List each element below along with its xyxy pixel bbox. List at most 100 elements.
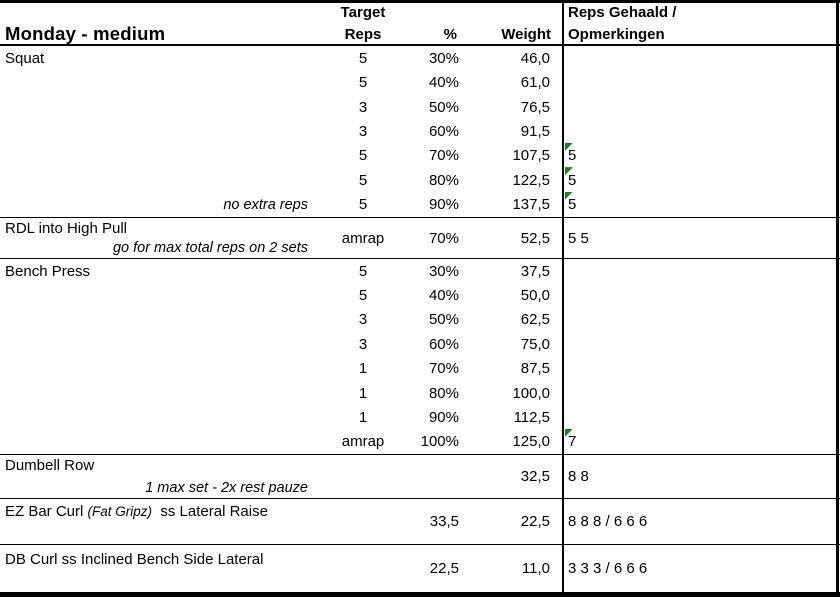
cell-target-reps[interactable] [310, 469, 416, 484]
cell-percent[interactable]: 70% [428, 147, 459, 165]
cell-target-reps[interactable]: 5 [358, 74, 368, 92]
cell-percent[interactable] [416, 469, 462, 484]
cell-target-reps[interactable]: 1 [358, 408, 368, 426]
cell-weight[interactable]: 137,5 [512, 196, 550, 214]
cell-weight[interactable]: 75,0 [520, 335, 550, 353]
cell-weight[interactable]: 91,5 [520, 122, 550, 140]
cell-weight[interactable]: 32,5 [520, 468, 550, 485]
cell-percent[interactable]: 50% [428, 98, 459, 116]
cell-percent[interactable]: 30% [428, 262, 459, 280]
cell-exercise-name[interactable] [0, 173, 310, 188]
cell-percent[interactable]: 60% [428, 122, 459, 140]
cell-reps-achieved[interactable] [563, 308, 840, 332]
cell-reps-achieved[interactable] [563, 95, 840, 119]
cell-target-reps[interactable] [310, 514, 416, 529]
cell-exercise-name[interactable] [0, 434, 310, 449]
cell-percent[interactable]: 70% [428, 229, 459, 247]
cell-exercise-name[interactable] [0, 75, 310, 90]
cell-weight[interactable]: 46,0 [520, 49, 550, 67]
cell-weight[interactable]: 52,5 [520, 229, 550, 247]
cell-target-reps[interactable]: 5 [358, 262, 368, 280]
reps-column-divider [562, 0, 564, 592]
cell-weight[interactable]: 122,5 [512, 171, 550, 189]
cell-percent[interactable]: 33,5 [429, 513, 459, 530]
cell-reps-achieved[interactable]: 5 [563, 167, 840, 192]
cell-percent[interactable]: 90% [428, 196, 459, 214]
cell-exercise-name[interactable] [0, 148, 310, 163]
cell-percent[interactable]: 50% [428, 311, 459, 329]
cell-weight[interactable]: 22,5 [520, 513, 550, 530]
cell-percent[interactable]: 60% [428, 335, 459, 353]
cell-exercise-name[interactable]: DB Curl ss Inclined Bench Side Lateral [0, 545, 310, 568]
cell-reps-achieved[interactable] [563, 405, 840, 429]
cell-exercise-name[interactable]: Squat [5, 49, 45, 67]
cell-target-reps[interactable]: amrap [341, 229, 385, 247]
cell-target-reps[interactable]: 5 [358, 287, 368, 305]
cell-target-reps[interactable]: 5 [358, 171, 368, 189]
cell-reps-achieved[interactable]: 8 8 8 / 6 6 6 [563, 499, 840, 544]
cell-percent[interactable]: 40% [428, 74, 459, 92]
cell-target-reps[interactable]: 1 [358, 360, 368, 378]
cell-target-reps[interactable]: 5 [358, 49, 368, 67]
cell-exercise-name[interactable] [0, 361, 310, 376]
cell-target-reps[interactable]: 3 [358, 335, 368, 353]
cell-weight[interactable]: 112,5 [513, 408, 550, 426]
cell-exercise-name[interactable] [0, 312, 310, 327]
cell-exercise-name[interactable]: EZ Bar Curl (Fat Gripz) ss Lateral Raise [0, 499, 310, 520]
cell-target-reps[interactable]: 5 [358, 196, 368, 214]
cell-reps-achieved[interactable] [563, 283, 840, 307]
cell-reps-achieved[interactable] [563, 70, 840, 94]
cell-target-reps[interactable]: amrap [341, 433, 385, 451]
cell-reps-achieved[interactable] [563, 259, 840, 283]
cell-exercise-name[interactable] [0, 124, 310, 139]
cell-percent[interactable]: 22,5 [429, 560, 459, 577]
cell-exercise-name[interactable]: RDL into High Pull go for max total reps… [0, 218, 310, 258]
cell-reps-achieved[interactable]: 8 8 [563, 455, 840, 498]
cell-weight[interactable]: 61,0 [520, 74, 550, 92]
cell-reps-achieved[interactable]: 5 [563, 191, 840, 217]
table-row: Squat 5 30% 46,0 [0, 46, 840, 70]
cell-weight[interactable]: 11,0 [521, 560, 550, 577]
cell-reps-achieved[interactable] [563, 357, 840, 381]
cell-reps-achieved[interactable] [563, 332, 840, 356]
cell-percent[interactable]: 100% [420, 433, 459, 451]
cell-exercise-name[interactable] [0, 337, 310, 352]
cell-exercise-name[interactable]: Dumbell Row 1 max set - 2x rest pauze [0, 455, 310, 498]
cell-note[interactable]: no extra reps [223, 196, 308, 213]
cell-weight[interactable]: 100,0 [512, 384, 550, 402]
cell-weight[interactable]: 125,0 [512, 433, 550, 451]
cell-exercise-name[interactable] [0, 410, 310, 425]
cell-weight[interactable]: 50,0 [520, 287, 550, 305]
cell-reps-achieved[interactable] [563, 46, 840, 70]
cell-target-reps[interactable] [310, 561, 416, 576]
cell-reps-achieved[interactable]: 7 [563, 428, 840, 454]
cell-weight[interactable]: 37,5 [520, 262, 550, 280]
cell-exercise-name[interactable] [0, 386, 310, 401]
table-row: 1 90% 112,5 [0, 405, 840, 429]
exercise-name: EZ Bar Curl (Fat Gripz) ss Lateral Raise [5, 503, 268, 520]
comment-indicator-icon [565, 167, 573, 176]
cell-percent[interactable]: 40% [428, 287, 459, 305]
cell-target-reps[interactable]: 3 [358, 122, 368, 140]
cell-target-reps[interactable]: 5 [358, 147, 368, 165]
cell-exercise-name[interactable] [0, 288, 310, 303]
cell-reps-achieved[interactable]: 3 3 3 / 6 6 6 [563, 545, 840, 592]
cell-percent[interactable]: 30% [428, 49, 459, 67]
cell-exercise-name[interactable] [0, 100, 310, 115]
cell-exercise-name[interactable]: Bench Press [5, 262, 91, 280]
cell-percent[interactable]: 70% [428, 360, 459, 378]
cell-target-reps[interactable]: 3 [358, 311, 368, 329]
cell-percent[interactable]: 90% [428, 408, 459, 426]
cell-target-reps[interactable]: 3 [358, 98, 368, 116]
cell-weight[interactable]: 107,5 [512, 147, 550, 165]
cell-reps-achieved[interactable]: 5 [563, 142, 840, 168]
cell-weight[interactable]: 62,5 [520, 311, 550, 329]
cell-percent[interactable]: 80% [428, 171, 459, 189]
cell-reps-achieved[interactable] [563, 119, 840, 143]
cell-weight[interactable]: 76,5 [520, 98, 550, 116]
cell-weight[interactable]: 87,5 [520, 360, 550, 378]
cell-target-reps[interactable]: 1 [358, 384, 368, 402]
cell-percent[interactable]: 80% [428, 384, 459, 402]
cell-reps-achieved[interactable]: 5 5 [563, 218, 840, 258]
cell-reps-achieved[interactable] [563, 381, 840, 405]
